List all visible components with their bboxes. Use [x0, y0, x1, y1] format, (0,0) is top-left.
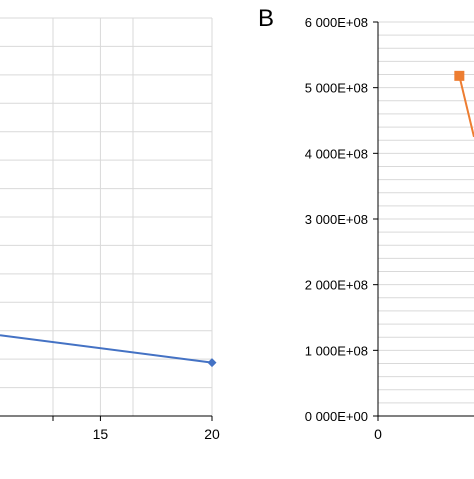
y-tick-label: 3 000E+08	[305, 212, 368, 227]
series-line	[0, 334, 213, 364]
gridlines	[377, 21, 474, 416]
chart-panel-b: 0 0 000E+00 1 000E+08 2 000E+08 3 000E+08 4 0…	[258, 5, 474, 442]
y-tick-label: 5 000E+08	[305, 81, 368, 96]
series-line	[458, 75, 474, 138]
y-tick-label: 1 000E+08	[305, 343, 368, 358]
y-tick-label: 2 000E+08	[305, 278, 368, 293]
chart-panel-a: 15 20	[0, 17, 220, 442]
x-tick-label: 15	[93, 426, 109, 442]
gridlines	[0, 17, 213, 416]
x-tick-label: 20	[204, 426, 220, 442]
y-tick-label: 0 000E+00	[305, 409, 368, 424]
data-point	[454, 70, 465, 81]
data-point	[207, 358, 217, 368]
y-tick-label: 6 000E+08	[305, 15, 368, 30]
y-tick-label: 4 000E+08	[305, 146, 368, 161]
panel-label: B	[258, 5, 274, 32]
x-tick-label: 0	[374, 426, 382, 442]
